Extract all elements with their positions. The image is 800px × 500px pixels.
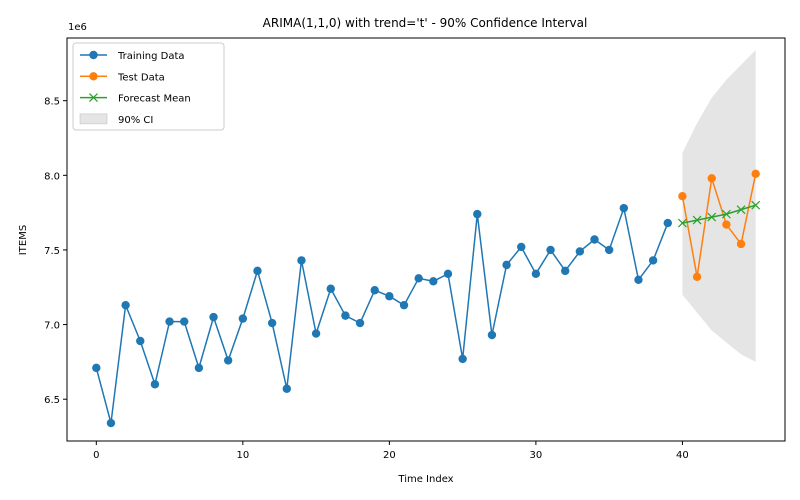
x-axis-label: Time Index (397, 474, 453, 485)
training-data-point (487, 330, 497, 340)
chart-title: ARIMA(1,1,0) with trend='t' - 90% Confid… (263, 16, 588, 30)
y-tick-label: 7.5 (44, 246, 60, 257)
forecast-mean-point-stroke (707, 212, 717, 222)
forecast-mean-point-stroke (751, 200, 761, 210)
training-data-point (517, 242, 526, 252)
test-data-point (678, 192, 687, 201)
y-tick-label: 8.5 (44, 97, 60, 108)
training-data-point (429, 277, 438, 286)
training-data-point (473, 209, 482, 219)
training-data-point (253, 266, 262, 276)
test-data-point (707, 174, 716, 183)
training-data-point (443, 269, 453, 279)
plot-frame (66, 37, 786, 442)
training-data-point (92, 363, 101, 373)
training-data-point (165, 317, 174, 326)
legend-swatch-marker (89, 72, 98, 81)
training-data-point (399, 300, 409, 310)
legend-label: 90% CI (118, 115, 153, 126)
legend-entry-training-data: Training Data (80, 50, 185, 62)
test-data-point (722, 220, 731, 229)
training-data-point (341, 311, 350, 320)
training-data-point (546, 245, 555, 255)
training-data-point (370, 286, 379, 295)
training-data-point (531, 269, 541, 279)
legend-label: Training Data (117, 51, 185, 62)
forecast-mean-point-stroke (692, 215, 702, 225)
forecast-mean-point-stroke (678, 218, 687, 228)
legend-label: Forecast Mean (118, 94, 191, 105)
training-data-point (458, 354, 467, 364)
forecast-mean-line (682, 204, 756, 224)
training-data-point (136, 336, 145, 346)
y-tick-label: 8.0 (44, 171, 60, 182)
test-data-line (681, 173, 757, 277)
confidence-interval-band (682, 49, 756, 362)
legend-label: Test Data (117, 72, 165, 83)
confidence-interval-layer (682, 49, 756, 362)
forecast-mean-point (692, 215, 702, 225)
training-data-point (238, 314, 248, 323)
training-data-line (95, 205, 669, 424)
legend: Training Data Test Data Forecast Mean 90% C… (72, 42, 225, 131)
y-axis-label: ITEMS (18, 225, 29, 255)
training-data-point (282, 384, 291, 393)
y-tick-label: 7.0 (44, 321, 60, 332)
training-data-point (385, 292, 394, 301)
training-data-point (180, 317, 189, 326)
y-axis-ticks: 6.5 7.0 7.5 8.0 8.5 (44, 97, 67, 406)
training-data-point (502, 260, 511, 270)
test-data-point (751, 169, 760, 179)
training-data-point (414, 274, 423, 283)
y-offset-label: 1e6 (68, 22, 87, 33)
training-data-point (355, 318, 365, 328)
x-tick-label: 10 (236, 450, 249, 461)
training-data-point (297, 256, 306, 265)
series-layer (92, 169, 761, 428)
forecast-mean-point (751, 200, 761, 210)
training-data-point (194, 363, 204, 373)
training-data-point (634, 275, 643, 284)
training-data-point (604, 245, 614, 255)
training-data-point (223, 356, 233, 365)
x-tick-label: 40 (676, 450, 689, 461)
legend-swatch-marker (89, 93, 98, 103)
training-data-point (209, 312, 218, 322)
training-data-point (150, 380, 160, 389)
test-data-point (736, 239, 746, 249)
training-data-point (121, 300, 130, 310)
training-data-point (311, 329, 321, 338)
training-data-point (267, 318, 277, 328)
forecast-mean-point-stroke (736, 205, 746, 215)
forecast-mean-point (678, 218, 687, 228)
training-data-point (590, 235, 599, 244)
training-data-point (561, 266, 570, 276)
y-tick-label: 6.5 (44, 395, 60, 406)
training-data-point (106, 418, 116, 428)
x-tick-label: 30 (530, 450, 543, 461)
forecast-mean-point (707, 212, 717, 222)
forecast-mean-point (736, 205, 746, 215)
legend-entry-90-ci: 90% CI (79, 113, 153, 126)
x-tick-label: 20 (383, 450, 396, 461)
training-data-point (648, 256, 658, 265)
legend-entry-forecast-mean: Forecast Mean (80, 93, 191, 105)
training-data-point (326, 284, 335, 293)
legend-box (72, 42, 225, 131)
legend-swatch (79, 113, 108, 125)
training-data-point (619, 203, 629, 213)
training-data-point (575, 247, 585, 256)
legend-entry-test-data: Test Data (80, 72, 165, 83)
x-axis-ticks: 0 10 20 30 40 (93, 441, 689, 461)
forecast-mean-point (721, 209, 731, 219)
x-tick-label: 0 (93, 450, 99, 461)
forecast-mean-point-stroke (721, 209, 731, 219)
test-data-point (692, 272, 702, 282)
legend-swatch-marker (89, 50, 98, 60)
training-data-point (663, 218, 672, 228)
